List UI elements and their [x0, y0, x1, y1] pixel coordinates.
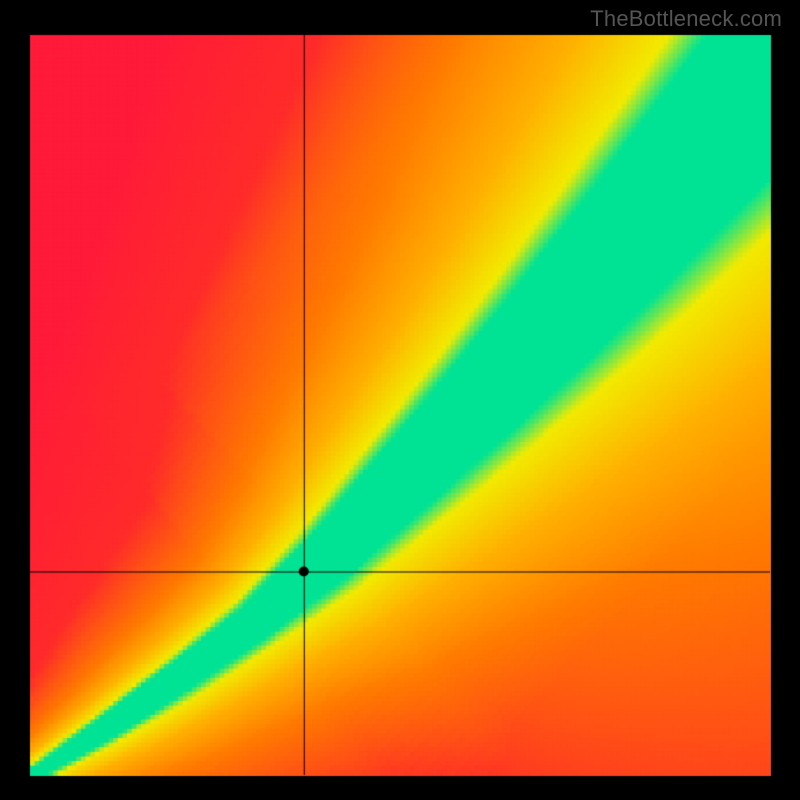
bottleneck-heatmap — [0, 0, 800, 800]
watermark-text: TheBottleneck.com — [590, 6, 782, 32]
plot-container: TheBottleneck.com — [0, 0, 800, 800]
